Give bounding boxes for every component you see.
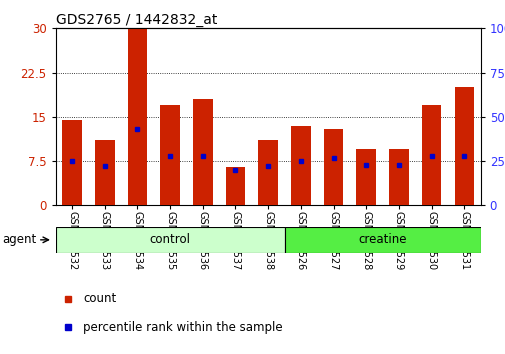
Text: agent: agent (2, 233, 36, 246)
Bar (388, 149, 408, 205)
Text: GDS2765 / 1442832_at: GDS2765 / 1442832_at (56, 13, 217, 27)
Bar (62, 120, 82, 205)
Bar (290, 126, 310, 205)
Bar (127, 28, 147, 205)
Bar (160, 105, 180, 205)
Bar (225, 167, 245, 205)
Bar (192, 99, 212, 205)
Text: creatine: creatine (358, 233, 406, 246)
Bar (356, 149, 375, 205)
Bar (258, 141, 277, 205)
Text: control: control (149, 233, 190, 246)
Bar (453, 87, 473, 205)
Text: percentile rank within the sample: percentile rank within the sample (83, 321, 282, 333)
Bar (95, 141, 114, 205)
Bar (421, 105, 440, 205)
Text: count: count (83, 292, 116, 305)
Bar (284, 227, 480, 253)
Bar (56, 227, 284, 253)
Bar (323, 129, 343, 205)
